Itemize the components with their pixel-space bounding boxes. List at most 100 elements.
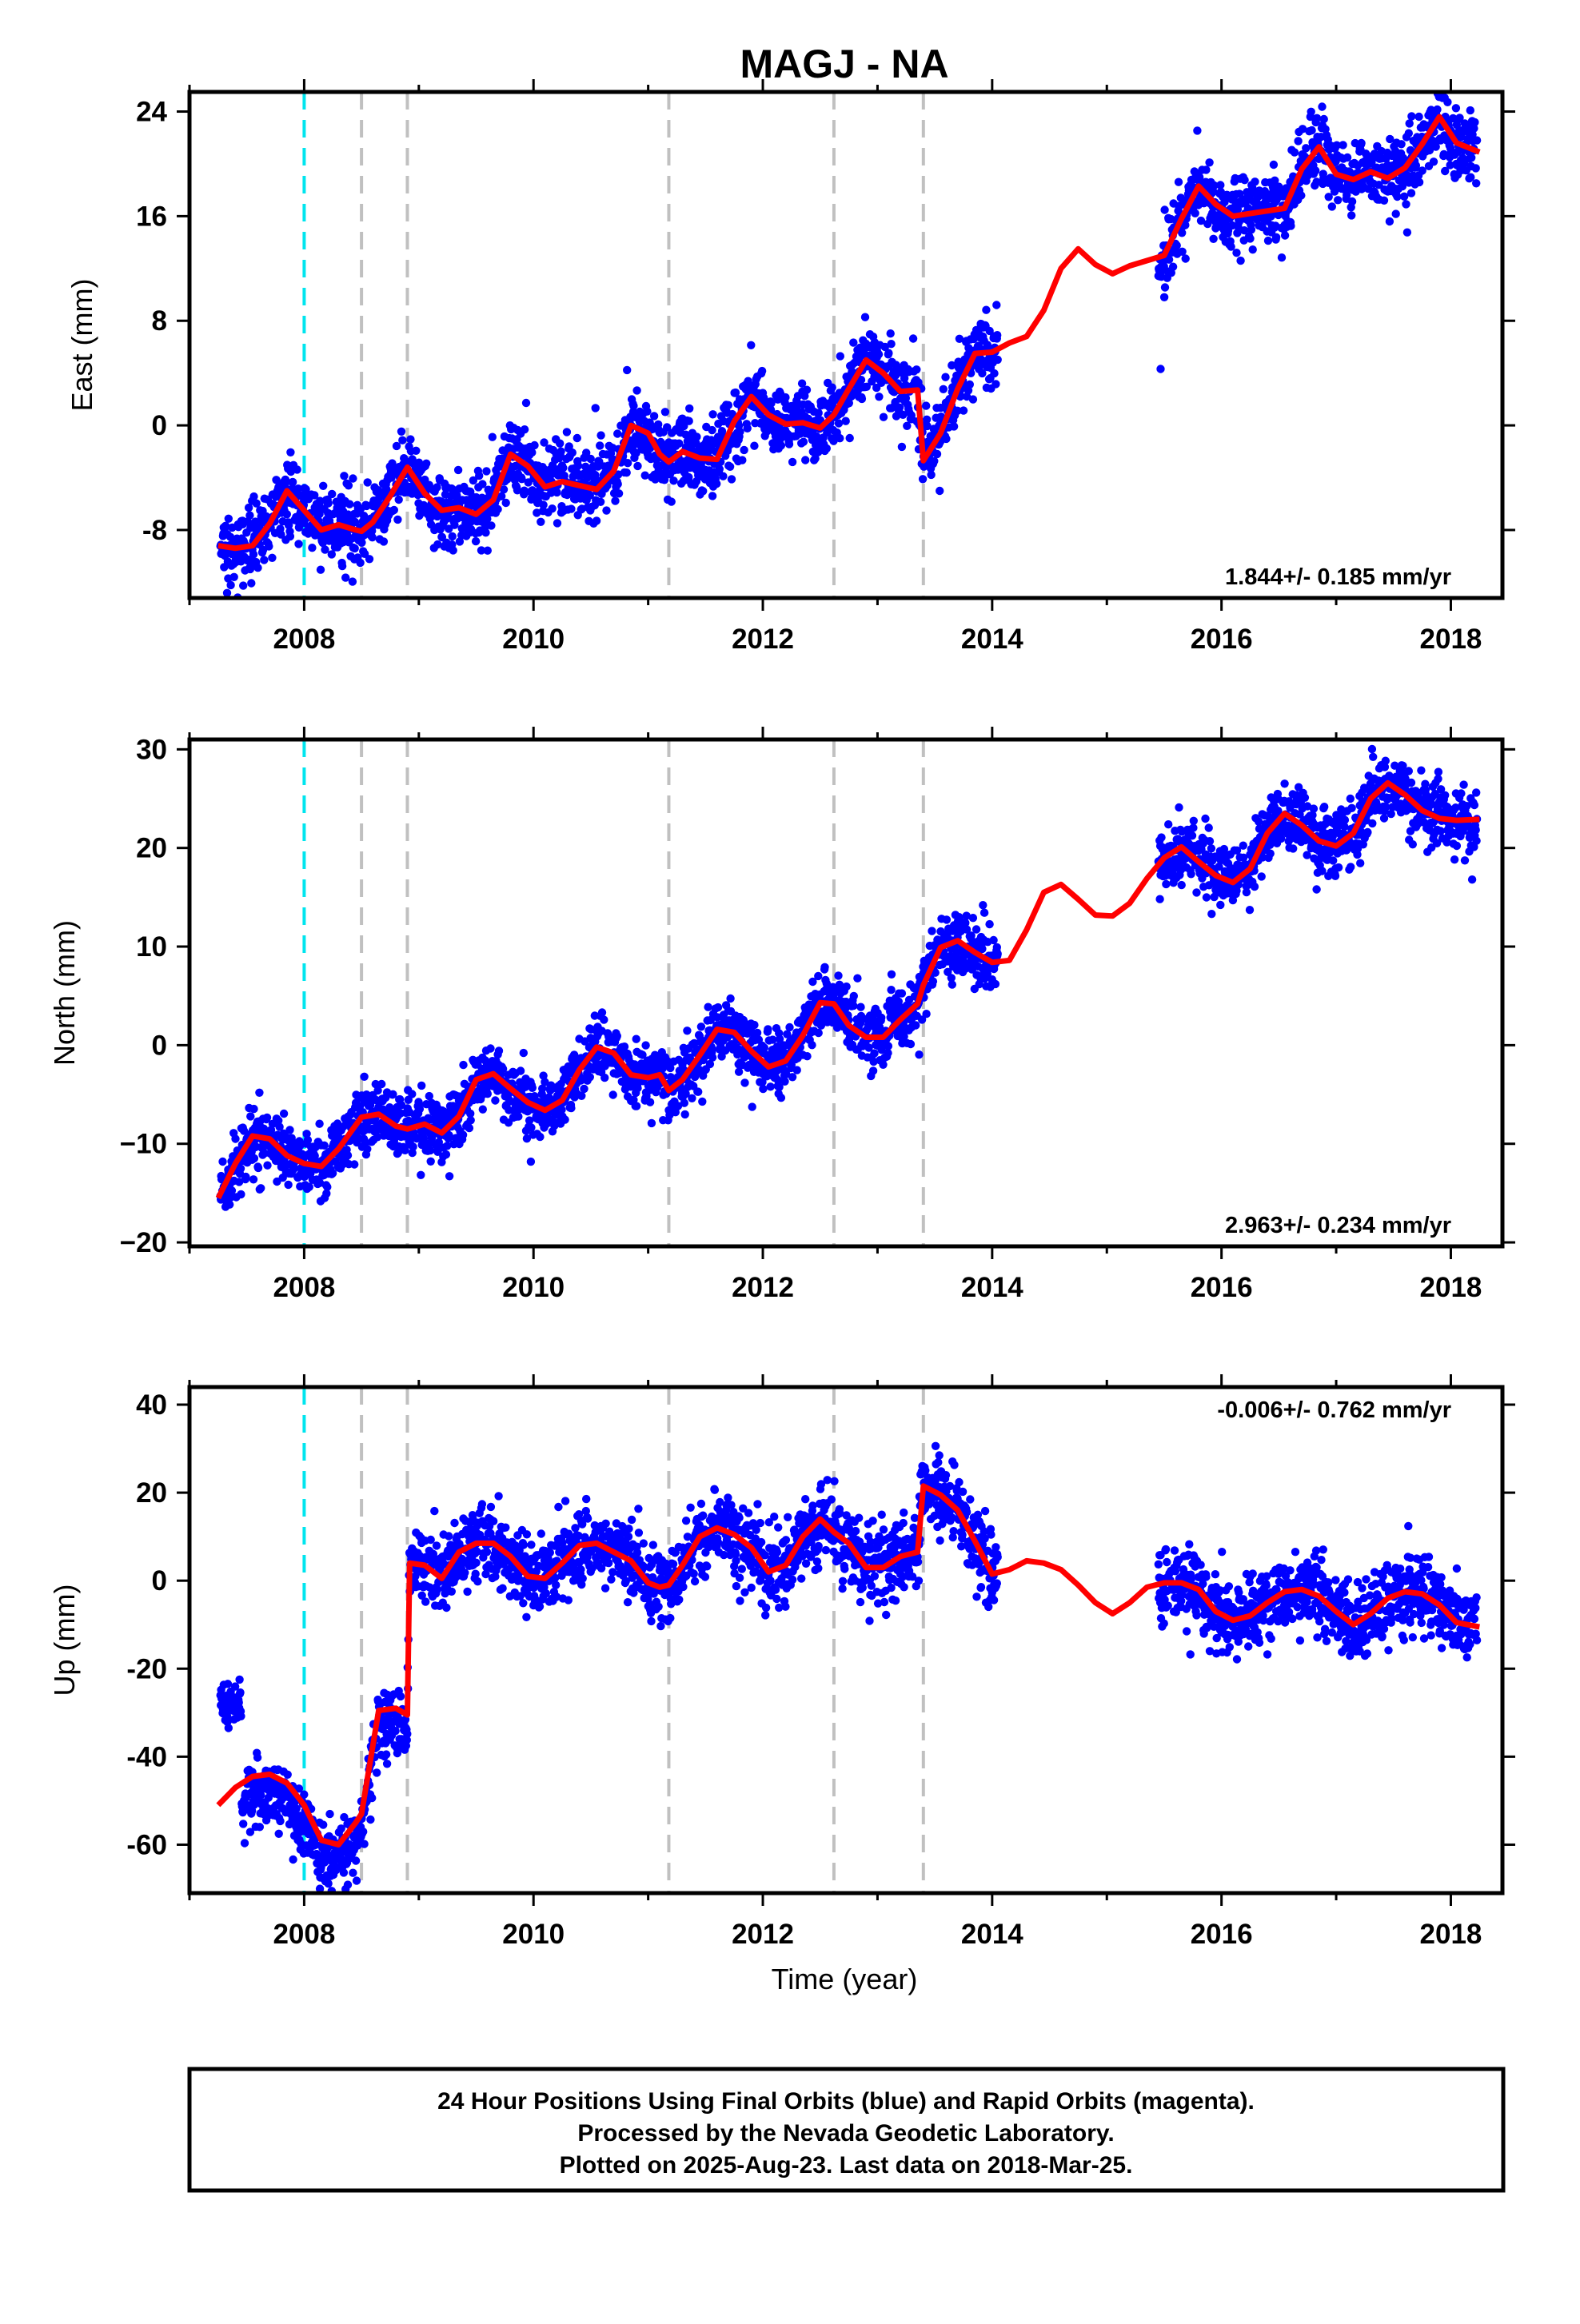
observation-point	[1328, 202, 1336, 210]
observation-point	[1175, 803, 1183, 811]
observation-point	[750, 1021, 758, 1029]
observation-point	[1164, 820, 1172, 828]
observation-point	[1472, 164, 1480, 172]
observation-point	[744, 425, 752, 433]
observation-point	[527, 1123, 535, 1131]
observation-point	[850, 992, 858, 1000]
observation-point	[887, 329, 895, 337]
figure-title: MAGJ - NA	[740, 42, 948, 86]
observation-point	[803, 386, 811, 394]
observation-point	[685, 405, 693, 413]
observation-point	[842, 983, 850, 991]
observation-point	[1339, 141, 1347, 149]
observation-point	[680, 1099, 688, 1107]
observation-point	[861, 313, 869, 321]
observation-point	[613, 429, 621, 437]
observation-point	[527, 1158, 535, 1166]
observation-point	[340, 472, 348, 480]
observation-point	[1307, 126, 1315, 134]
observation-point	[1467, 153, 1475, 161]
observation-point	[1415, 178, 1423, 186]
observation-point	[1348, 197, 1356, 205]
observation-point	[1216, 901, 1224, 909]
observation-point	[1173, 241, 1181, 249]
observation-point	[530, 441, 538, 449]
observation-point	[247, 579, 255, 587]
observation-point	[836, 352, 844, 360]
observation-point	[1246, 234, 1254, 242]
observation-point	[481, 528, 489, 536]
observation-point	[257, 1184, 265, 1192]
observation-point	[1430, 157, 1438, 165]
observation-point	[930, 457, 938, 465]
observation-point	[454, 466, 462, 474]
y-tick-label: 0	[152, 410, 167, 441]
observation-point	[553, 488, 561, 496]
observation-point	[898, 443, 906, 451]
observation-point	[694, 1088, 702, 1096]
observation-point	[922, 401, 930, 409]
observation-point	[632, 1035, 640, 1043]
observation-point	[1209, 235, 1217, 243]
observation-point	[853, 975, 861, 983]
observation-point	[884, 349, 892, 357]
observation-point	[1201, 815, 1209, 823]
observation-point	[308, 544, 316, 552]
observation-point	[836, 434, 844, 442]
observation-point	[218, 1158, 226, 1166]
observation-point	[360, 1073, 368, 1081]
observation-point	[669, 476, 677, 484]
observation-point	[502, 499, 510, 507]
observation-point	[529, 1084, 537, 1092]
observation-point	[668, 497, 676, 505]
observation-point	[950, 422, 958, 430]
observation-point	[479, 1106, 487, 1114]
observation-point	[1240, 176, 1248, 184]
observation-point	[294, 540, 302, 548]
observation-point	[683, 1026, 691, 1034]
observation-point	[858, 395, 866, 403]
observation-point	[684, 473, 692, 481]
observation-point	[365, 555, 373, 563]
observation-point	[319, 482, 327, 490]
observation-point	[785, 440, 793, 448]
observation-point	[250, 1154, 258, 1162]
observation-point	[356, 559, 364, 567]
observation-point	[688, 1094, 696, 1102]
observation-point	[230, 573, 238, 581]
observation-point	[726, 995, 734, 1003]
observation-point	[265, 542, 273, 550]
observation-point	[985, 920, 993, 928]
observation-point	[349, 577, 357, 585]
observation-point	[357, 539, 365, 547]
observation-point	[350, 1160, 358, 1168]
observation-point	[574, 461, 582, 469]
observation-point	[800, 438, 808, 446]
observation-point	[933, 450, 941, 458]
observation-point	[592, 516, 600, 524]
observation-point	[598, 1008, 606, 1016]
observation-point	[728, 475, 736, 483]
observation-point	[708, 1054, 716, 1062]
observation-point	[716, 465, 724, 473]
observation-point	[1357, 139, 1365, 147]
observation-point	[369, 533, 377, 541]
observation-point	[740, 1078, 748, 1086]
observation-point	[573, 434, 581, 442]
observation-point	[1297, 191, 1305, 199]
observation-point	[596, 498, 604, 506]
observation-point	[237, 1190, 245, 1198]
observation-point	[417, 1171, 425, 1179]
observation-point	[764, 1025, 772, 1033]
observation-point	[675, 440, 683, 448]
observation-point	[681, 1110, 689, 1118]
observation-point	[1313, 114, 1321, 122]
observation-point	[1205, 823, 1213, 831]
observation-point	[344, 1151, 352, 1159]
observation-point	[293, 465, 301, 473]
observation-point	[489, 433, 497, 441]
observation-point	[793, 1066, 801, 1074]
y-tick-label: 16	[136, 201, 167, 232]
observation-point	[406, 435, 414, 443]
observation-point	[747, 341, 755, 349]
